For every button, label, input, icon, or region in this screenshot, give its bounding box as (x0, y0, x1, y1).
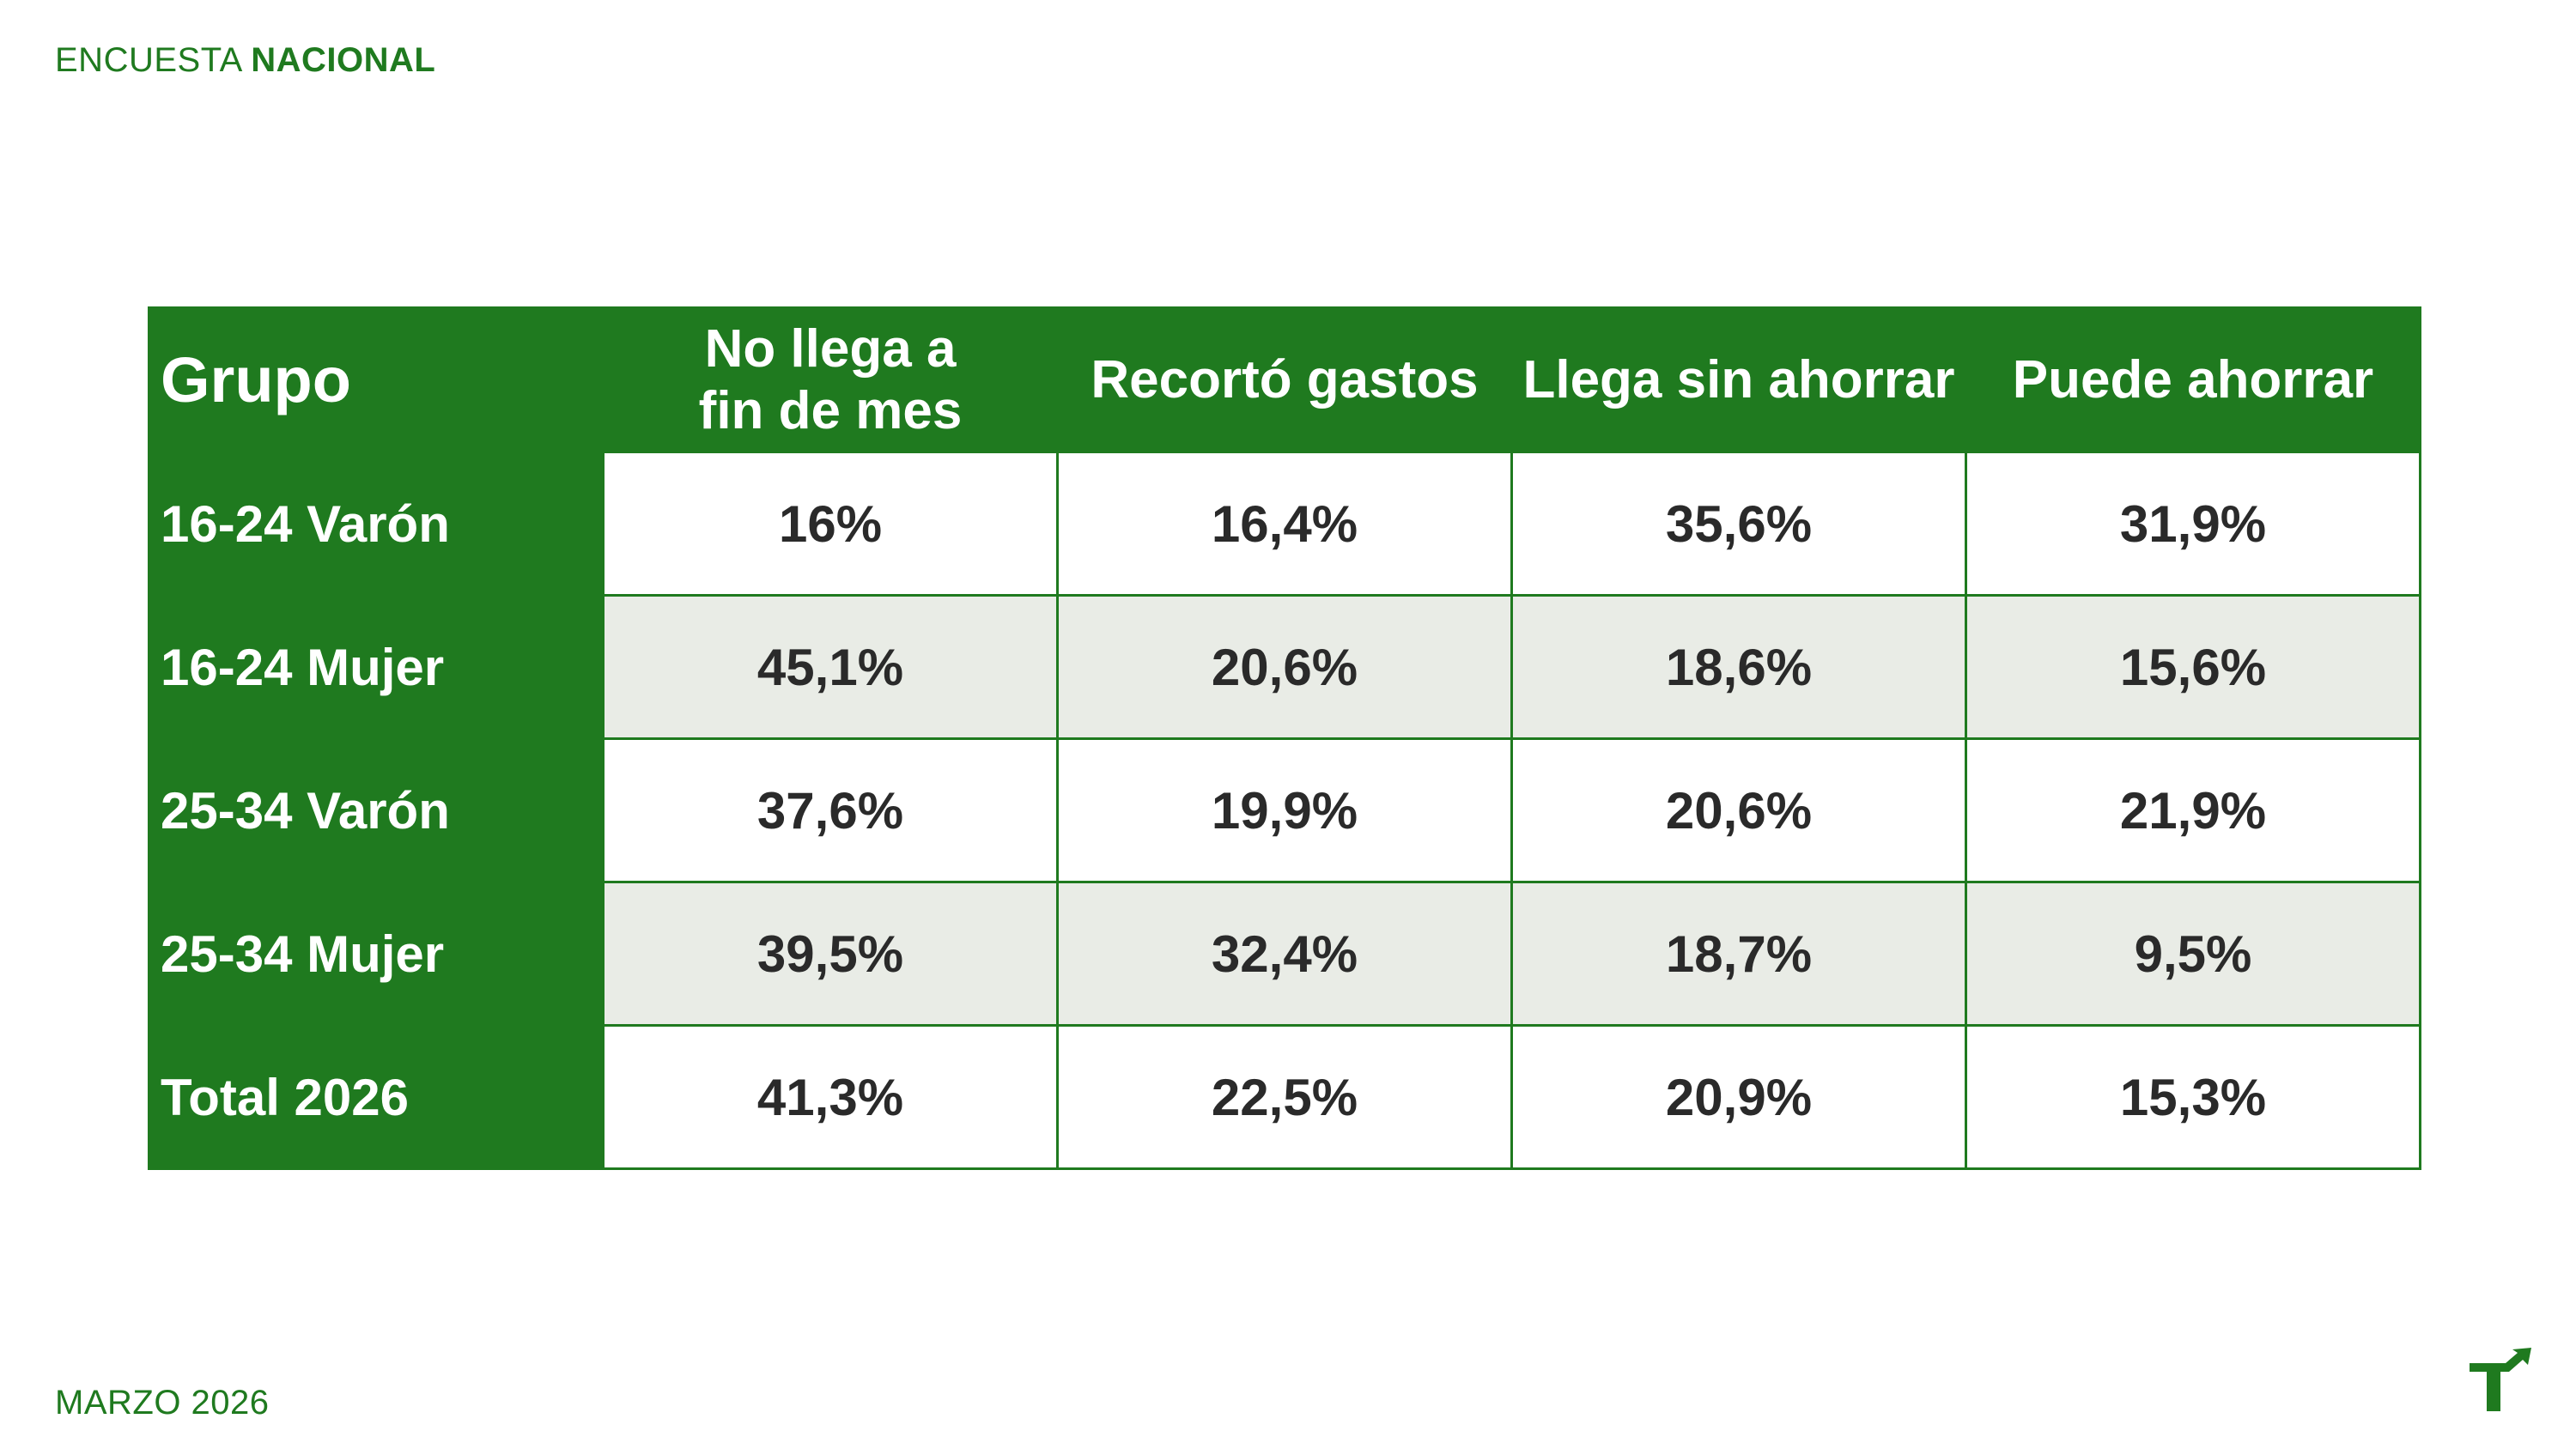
cell-ahorrar: 21,9% (1965, 737, 2421, 883)
column-header-no-llega: No llega a fin de mes (602, 306, 1059, 453)
survey-title-bold: NACIONAL (251, 41, 436, 79)
cell-llega: 18,6% (1510, 594, 1967, 740)
cell-llega: 35,6% (1510, 451, 1967, 597)
row-group-label: 25-34 Varón (148, 737, 605, 883)
column-header-llega: Llega sin ahorrar (1510, 306, 1967, 453)
cell-ahorrar: 15,6% (1965, 594, 2421, 740)
growth-arrow-logo-icon (2470, 1348, 2531, 1411)
table-row: 25-34 Mujer 39,5% 32,4% 18,7% 9,5% (148, 881, 2421, 1027)
column-header-ahorrar: Puede ahorrar (1965, 306, 2421, 453)
row-group-label: 16-24 Varón (148, 451, 605, 597)
cell-no-llega: 41,3% (602, 1024, 1059, 1170)
cell-llega: 20,9% (1510, 1024, 1967, 1170)
cell-no-llega: 37,6% (602, 737, 1059, 883)
column-header-group: Grupo (148, 306, 605, 453)
footer-date: MARZO 2026 (55, 1384, 270, 1422)
survey-title-regular: ENCUESTA (55, 41, 241, 79)
cell-no-llega: 45,1% (602, 594, 1059, 740)
table-row: 25-34 Varón 37,6% 19,9% 20,6% 21,9% (148, 737, 2421, 883)
row-group-label: Total 2026 (148, 1024, 605, 1170)
cell-ahorrar: 9,5% (1965, 881, 2421, 1027)
row-group-label: 16-24 Mujer (148, 594, 605, 740)
survey-title: ENCUESTA NACIONAL (55, 41, 435, 80)
cell-no-llega: 39,5% (602, 881, 1059, 1027)
cell-recorto: 22,5% (1056, 1024, 1513, 1170)
cell-recorto: 20,6% (1056, 594, 1513, 740)
table-row-total: Total 2026 41,3% 22,5% 20,9% 15,3% (148, 1024, 2421, 1170)
survey-results-table: Grupo No llega a fin de mes Recortó gast… (148, 306, 2421, 1170)
cell-llega: 18,7% (1510, 881, 1967, 1027)
column-header-no-llega-line1: No llega a (704, 319, 957, 379)
column-header-recorto: Recortó gastos (1056, 306, 1513, 453)
cell-no-llega: 16% (602, 451, 1059, 597)
table-row: 16-24 Varón 16% 16,4% 35,6% 31,9% (148, 451, 2421, 597)
table-header-row: Grupo No llega a fin de mes Recortó gast… (148, 306, 2421, 453)
cell-recorto: 19,9% (1056, 737, 1513, 883)
table-row: 16-24 Mujer 45,1% 20,6% 18,6% 15,6% (148, 594, 2421, 740)
row-group-label: 25-34 Mujer (148, 881, 605, 1027)
column-header-no-llega-line2: fin de mes (698, 380, 963, 440)
cell-llega: 20,6% (1510, 737, 1967, 883)
cell-recorto: 32,4% (1056, 881, 1513, 1027)
cell-ahorrar: 31,9% (1965, 451, 2421, 597)
cell-recorto: 16,4% (1056, 451, 1513, 597)
cell-ahorrar: 15,3% (1965, 1024, 2421, 1170)
